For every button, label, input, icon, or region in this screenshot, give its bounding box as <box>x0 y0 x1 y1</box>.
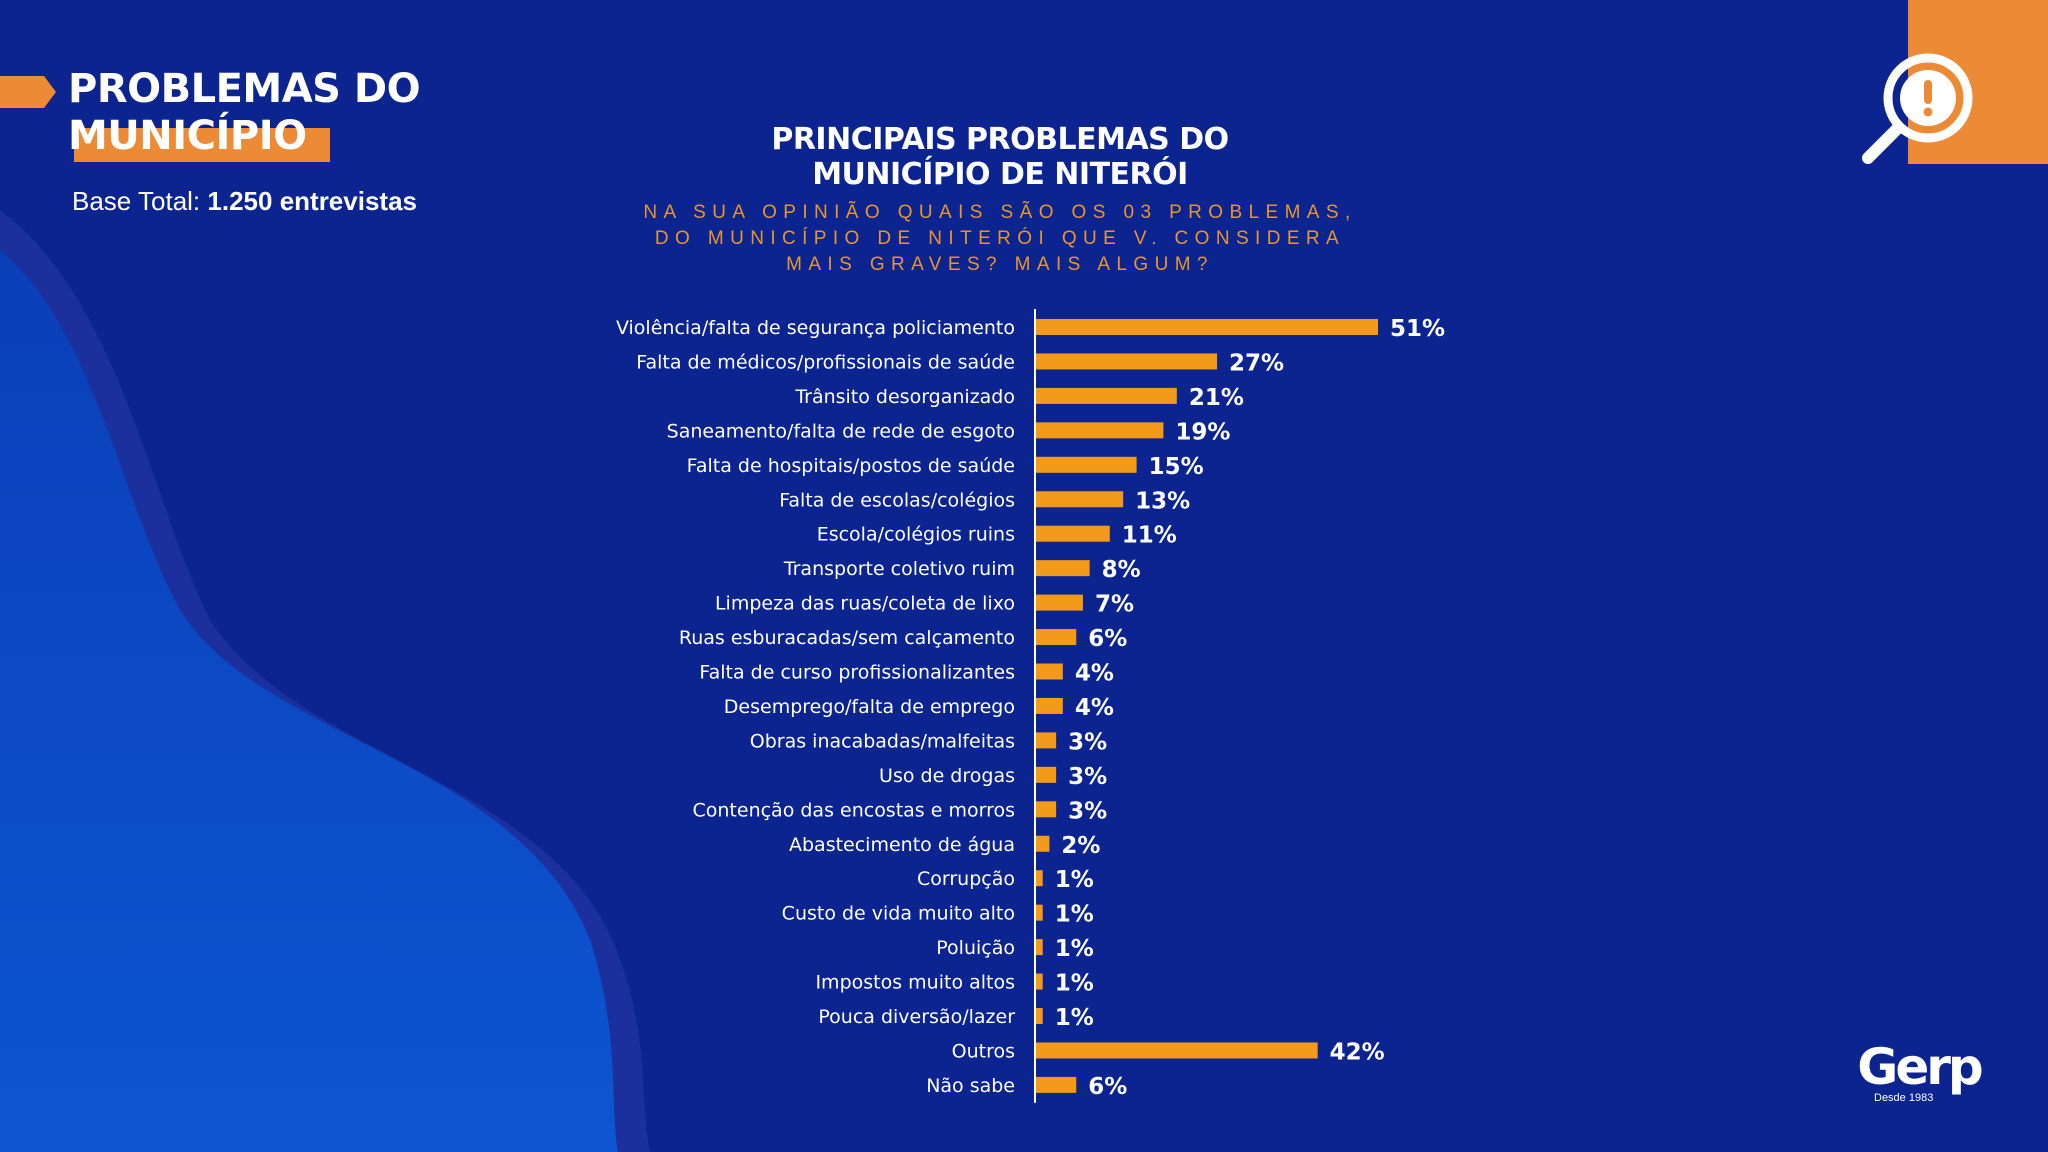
category-label: Corrupção <box>917 868 1015 890</box>
bar <box>1036 491 1124 508</box>
value-label: 15% <box>1149 454 1204 480</box>
value-label: 21% <box>1189 385 1244 411</box>
bar <box>1036 319 1378 335</box>
page-title-line2: MUNICÍPIO <box>68 113 307 159</box>
value-label: 3% <box>1068 764 1107 790</box>
category-label: Limpeza das ruas/coleta de lixo <box>715 593 1015 615</box>
bar <box>1036 939 1043 956</box>
bar <box>1036 904 1043 921</box>
value-label: 42% <box>1330 1039 1385 1065</box>
value-label: 8% <box>1102 557 1141 583</box>
chart-question-line3: MAIS GRAVES? MAIS ALGUM? <box>786 254 1214 275</box>
value-label: 27% <box>1229 350 1284 376</box>
category-label: Falta de médicos/profissionais de saúde <box>636 351 1015 373</box>
sample-base: Base Total: 1.250 entrevistas <box>72 186 417 217</box>
category-label: Saneamento/falta de rede de esgoto <box>667 420 1015 442</box>
bar <box>1036 353 1218 370</box>
value-label: 1% <box>1055 902 1094 928</box>
value-label: 6% <box>1088 626 1127 652</box>
arrow-tab-icon <box>0 76 56 108</box>
bar <box>1036 973 1043 990</box>
value-label: 1% <box>1055 936 1094 962</box>
page-title: PROBLEMAS DO MUNICÍPIO <box>68 66 421 160</box>
value-label: 1% <box>1055 1005 1094 1031</box>
bar <box>1036 697 1063 714</box>
value-label: 3% <box>1068 798 1107 824</box>
category-label: Obras inacabadas/malfeitas <box>750 730 1015 752</box>
bar <box>1036 422 1164 439</box>
value-label: 4% <box>1075 661 1114 687</box>
base-value: 1.250 entrevistas <box>207 186 417 216</box>
chart-title: PRINCIPAIS PROBLEMAS DO MUNICÍPIO DE NIT… <box>700 122 1300 192</box>
chart-question-line2: DO MUNICÍPIO DE NITERÓI QUE V. CONSIDERA <box>654 228 1346 249</box>
logo-wordmark: Gerp <box>1857 1038 1983 1096</box>
category-label: Abastecimento de água <box>789 834 1015 856</box>
category-label: Custo de vida muito alto <box>782 903 1015 925</box>
category-label: Falta de escolas/colégios <box>779 489 1015 511</box>
bar <box>1036 525 1110 542</box>
value-label: 13% <box>1135 488 1190 514</box>
category-label: Pouca diversão/lazer <box>818 1006 1015 1028</box>
category-label: Violência/falta de segurança policiament… <box>616 317 1015 339</box>
magnifier-alert-icon <box>1862 53 1973 164</box>
category-label: Não sabe <box>926 1075 1015 1097</box>
category-label: Falta de hospitais/postos de saúde <box>687 455 1015 477</box>
category-label: Transporte coletivo ruim <box>783 558 1015 580</box>
bar <box>1036 870 1043 887</box>
chart-question: NA SUA OPINIÃO QUAIS SÃO OS 03 PROBLEMAS… <box>640 200 1360 278</box>
category-label: Escola/colégios ruins <box>817 524 1015 546</box>
bar <box>1036 801 1057 818</box>
category-label: Desemprego/falta de emprego <box>724 696 1015 718</box>
bar <box>1036 594 1083 611</box>
title-highlight-bar <box>74 128 330 162</box>
category-label: Contenção das encostas e morros <box>693 799 1016 821</box>
category-label: Ruas esburacadas/sem calçamento <box>679 627 1015 649</box>
value-label: 1% <box>1055 867 1094 893</box>
value-label: 2% <box>1061 833 1100 859</box>
bar <box>1036 1042 1318 1059</box>
value-label: 11% <box>1122 523 1177 549</box>
value-label: 6% <box>1088 1074 1127 1100</box>
value-label: 1% <box>1055 971 1094 997</box>
category-label: Outros <box>952 1040 1015 1062</box>
category-label: Impostos muito altos <box>815 972 1015 994</box>
bar <box>1036 835 1050 852</box>
bar <box>1036 629 1077 646</box>
base-label: Base Total: <box>72 186 201 216</box>
category-label: Falta de curso profissionalizantes <box>699 662 1015 684</box>
value-label: 7% <box>1095 592 1134 618</box>
bar <box>1036 387 1177 404</box>
gerp-logo: Gerp Desde 1983 <box>1846 1040 1992 1106</box>
category-label: Poluição <box>936 937 1015 959</box>
value-label: 3% <box>1068 729 1107 755</box>
bar <box>1036 766 1057 783</box>
page-title-line1: PROBLEMAS DO <box>68 66 421 112</box>
category-label: Trânsito desorganizado <box>794 386 1015 408</box>
logo-tagline: Desde 1983 <box>1874 1092 1934 1104</box>
chart-title-line1: PRINCIPAIS PROBLEMAS DO <box>771 122 1229 157</box>
bar <box>1036 732 1057 749</box>
value-label: 51% <box>1390 316 1445 342</box>
chart-title-line2: MUNICÍPIO DE NITERÓI <box>812 157 1188 192</box>
bar <box>1036 456 1137 473</box>
bar <box>1036 663 1063 680</box>
value-label: 19% <box>1175 419 1230 445</box>
bar <box>1036 1008 1043 1024</box>
bar <box>1036 1076 1077 1093</box>
category-label: Uso de drogas <box>879 765 1015 787</box>
chart-question-line1: NA SUA OPINIÃO QUAIS SÃO OS 03 PROBLEMAS… <box>643 202 1357 223</box>
bar <box>1036 560 1090 577</box>
value-label: 4% <box>1075 695 1114 721</box>
